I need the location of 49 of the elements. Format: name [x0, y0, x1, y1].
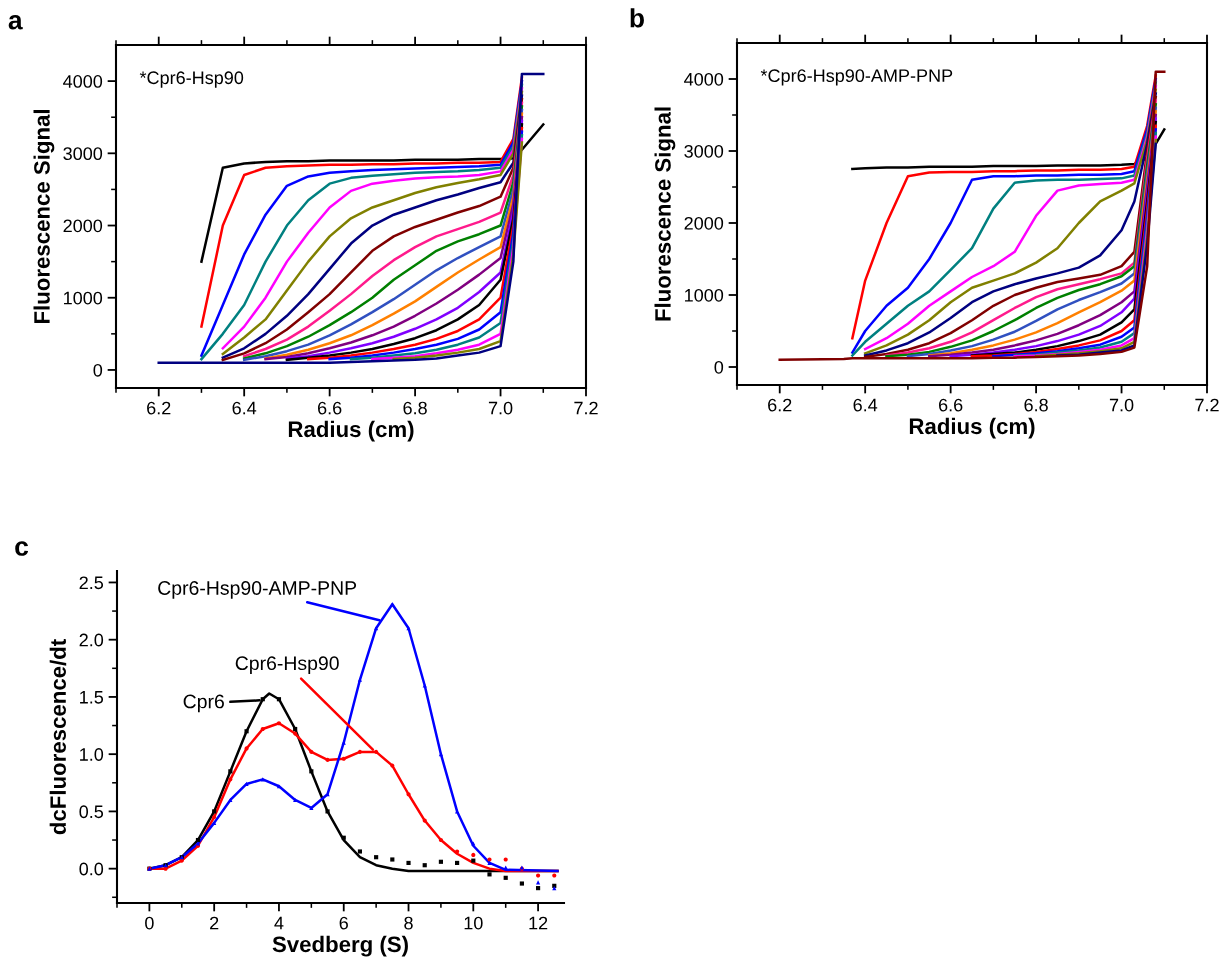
chart-title: b	[630, 8, 644, 28]
y-tick-label: 2000	[63, 219, 103, 233]
x-axis-title: Radius (cm)	[909, 417, 1035, 439]
x-tick-label: 6.4	[232, 401, 257, 415]
y-tick-label: 3000	[684, 144, 724, 158]
annotation: Cpr6-Hsp90-AMP-PNP	[158, 581, 357, 599]
annotation: Cpr6	[183, 694, 224, 713]
chart-title: a	[8, 15, 23, 30]
y-tick-label: 0	[714, 360, 724, 374]
x-tick-label: 4	[274, 916, 284, 930]
x-tick-label: 6.6	[939, 398, 963, 412]
x-tick-label: 8	[404, 916, 413, 930]
y-tick-label: 4000	[684, 72, 724, 86]
x-tick-label: 12	[529, 916, 548, 930]
y-tick-label: 2.5	[79, 576, 104, 590]
y-tick-label: 2.0	[79, 633, 104, 647]
annotation: Cpr6-Hsp90	[235, 656, 339, 674]
x-tick-label: 6.4	[853, 398, 878, 412]
chart-title: c	[15, 541, 29, 556]
x-tick-label: 6.8	[403, 401, 427, 415]
y-tick-label: 0	[93, 363, 103, 377]
x-tick-label: 7.2	[1195, 398, 1219, 412]
y-tick-label: 1000	[685, 288, 724, 302]
y-tick-label: 2000	[684, 216, 724, 230]
x-tick-label: 2	[210, 916, 219, 930]
x-tick-label: 6.8	[1024, 398, 1048, 412]
x-tick-label: 7.0	[1109, 398, 1134, 412]
y-tick-label: 0.0	[79, 862, 104, 876]
x-tick-label: 0	[145, 916, 154, 930]
y-tick-label: 1.0	[80, 748, 104, 761]
y-axis-title: Fluorescence Signal	[654, 107, 676, 321]
x-axis-title: Radius (cm)	[288, 420, 414, 442]
x-tick-label: 10	[464, 916, 483, 930]
x-axis-title: Svedberg (S)	[272, 935, 408, 957]
y-tick-label: 1000	[64, 291, 103, 305]
x-tick-label: 6.6	[318, 401, 342, 415]
y-axis-title: dcFluorescence/dt	[49, 639, 67, 835]
x-tick-label: 6.2	[147, 401, 171, 415]
y-tick-label: 0.5	[79, 805, 104, 819]
y-tick-label: 1.5	[80, 691, 104, 704]
x-tick-label: 6.2	[768, 398, 792, 412]
y-axis-title: Fluorescence Signal	[33, 110, 55, 324]
x-tick-label: 7.0	[488, 401, 513, 415]
x-tick-label: 6	[339, 916, 348, 930]
annotation: *Cpr6-Hsp90	[139, 71, 244, 88]
x-tick-label: 7.2	[574, 401, 598, 415]
annotation: *Cpr6-Hsp90-AMP-PNP	[760, 69, 953, 86]
y-tick-label: 4000	[63, 75, 103, 88]
y-tick-label: 3000	[63, 147, 103, 161]
